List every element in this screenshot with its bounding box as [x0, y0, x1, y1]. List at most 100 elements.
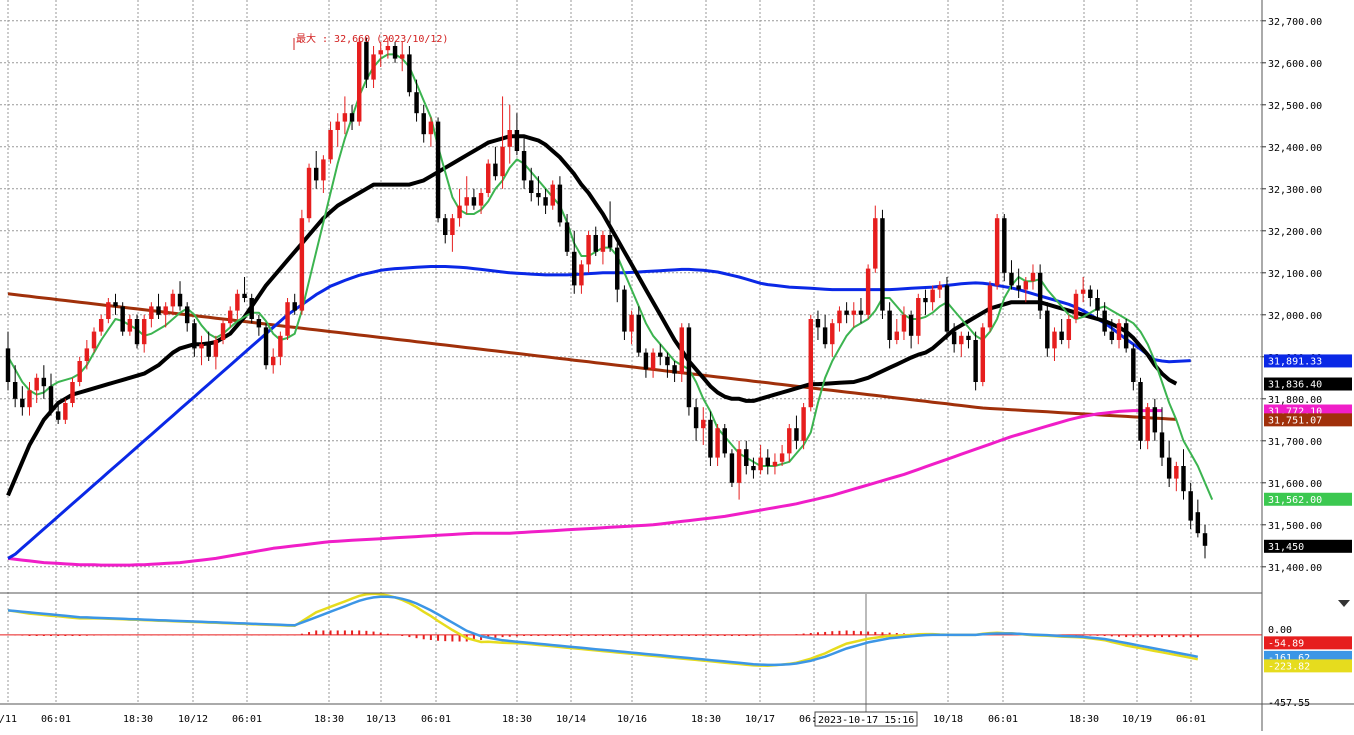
macd-zero-label: 0.00 — [1268, 625, 1292, 636]
price-tag-bg — [1264, 354, 1352, 368]
macd-tag: -161.62 — [1268, 653, 1310, 664]
candle-body — [457, 205, 462, 219]
x-tick-label: 10/13 — [366, 714, 396, 725]
y-tick-label: 31,400.00 — [1268, 563, 1322, 574]
candle-body — [27, 390, 32, 408]
candle-body — [113, 302, 118, 307]
candle-body — [607, 235, 613, 248]
candle-body — [1166, 457, 1172, 479]
candle-body — [242, 293, 247, 298]
candle-body — [342, 113, 348, 122]
dropdown-triangle-icon[interactable] — [1338, 600, 1350, 607]
candle-body — [729, 453, 735, 483]
candle-body — [98, 319, 104, 332]
candle-body — [493, 163, 498, 177]
candle-body — [84, 348, 90, 361]
candle-body — [421, 113, 426, 135]
candle-body — [923, 298, 928, 303]
candle-body — [600, 235, 606, 252]
candle-body — [1066, 319, 1072, 340]
candle-body — [1016, 285, 1021, 290]
crosshair-time-bg — [814, 711, 918, 727]
x-tick-label: 06:01 — [421, 714, 451, 725]
candle-body — [543, 197, 548, 206]
candle-body — [364, 41, 369, 80]
price-tag-bg — [1264, 492, 1352, 506]
candle-body — [837, 310, 842, 324]
x-tick-label: 18:30 — [691, 714, 721, 725]
candle-body — [392, 46, 398, 59]
macd-signal-line — [7, 592, 1199, 667]
candle-body — [371, 54, 376, 80]
candle-body — [141, 319, 147, 345]
candle-body — [500, 146, 505, 177]
y-tick-label: 31,600.00 — [1268, 479, 1322, 490]
x-tick-label: 10/12 — [178, 714, 208, 725]
candle-body — [794, 428, 799, 441]
candle-body — [650, 352, 656, 370]
macd-tag-bg — [1264, 636, 1352, 650]
candle-body — [1102, 310, 1107, 332]
candle-body — [206, 344, 211, 357]
candle-body — [801, 407, 806, 441]
candle-body — [220, 323, 226, 340]
candle-body — [1030, 272, 1036, 282]
candle-body — [1152, 407, 1158, 433]
y-tick-label: 31,800.00 — [1268, 395, 1322, 406]
candle-body — [91, 331, 97, 349]
candle-body — [385, 46, 391, 51]
candle-body — [701, 419, 706, 429]
candle-body — [1138, 382, 1143, 441]
candle-body — [321, 159, 326, 181]
x-tick-label: 10/14 — [556, 714, 586, 725]
candle-body — [1188, 491, 1193, 521]
candle-body — [615, 247, 620, 290]
candle-body — [471, 197, 477, 206]
y-tick-label: 32,600.00 — [1268, 59, 1322, 70]
candle-body — [722, 428, 727, 454]
candle-body — [63, 403, 68, 420]
candle-body — [930, 289, 935, 303]
candle-body — [643, 352, 649, 370]
candle-body — [170, 293, 176, 307]
candle-body — [572, 251, 577, 286]
macd-panel — [0, 592, 1262, 667]
candle-body — [127, 319, 133, 332]
candle-body — [765, 457, 770, 466]
price-tag: 31,751.07 — [1268, 415, 1322, 426]
candle-body — [306, 167, 312, 219]
candle-body — [292, 302, 297, 311]
macd-scale-label: -457.55 — [1268, 698, 1310, 709]
candle-body — [1059, 331, 1064, 340]
candle-body — [349, 113, 355, 122]
candle-body — [830, 323, 835, 345]
candle-body — [550, 184, 555, 206]
candle-body — [1159, 432, 1165, 458]
candle-body — [514, 130, 520, 151]
candle-body — [299, 218, 305, 311]
candle-body — [536, 193, 541, 198]
ma-line-2 — [7, 265, 1191, 560]
candle-body — [715, 428, 720, 458]
candle-body — [758, 457, 763, 471]
candle-body — [335, 121, 340, 130]
candle-body — [34, 377, 39, 391]
candle-body — [1145, 407, 1150, 441]
candle-body — [55, 411, 61, 420]
candle-body — [278, 335, 283, 357]
candle-body — [149, 306, 154, 319]
candle-body — [1088, 289, 1093, 298]
candle-body — [686, 327, 692, 408]
candle-body — [744, 449, 749, 466]
x-tick-label: 06:01 — [799, 714, 829, 725]
candle-body — [966, 335, 971, 340]
candle-body — [521, 151, 527, 181]
candle-body — [994, 218, 1000, 286]
candle-body — [529, 180, 534, 193]
y-tick-label: 32,200.00 — [1268, 227, 1322, 238]
candle-body — [77, 361, 82, 382]
candle-body — [973, 340, 978, 382]
